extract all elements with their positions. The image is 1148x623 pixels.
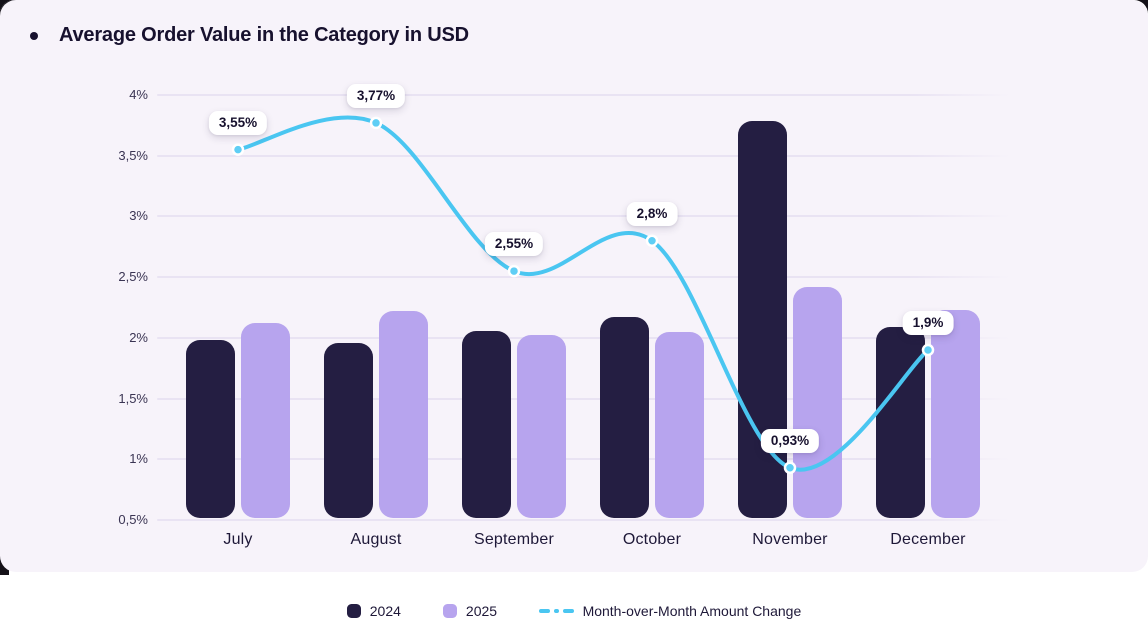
line-value-label-october: 2,8% (626, 201, 678, 226)
plot-area: 4% 3,5% 3% 2,5% 2% 1,5% 1% 0,5% July August Septem… (118, 83, 1010, 548)
y-axis-tick-0,5%: 0,5% (118, 512, 148, 527)
line-value-label-august: 3,77% (346, 83, 406, 108)
title-row: Average Order Value in the Category in U… (30, 24, 469, 47)
line-point-july[interactable] (231, 143, 245, 156)
x-axis-label-august: August (350, 531, 402, 548)
dashed-line-icon (539, 609, 574, 613)
legend-swatch-2025 (442, 604, 457, 618)
bar-2025-december[interactable] (931, 309, 980, 518)
bar-2025-september[interactable] (517, 335, 566, 518)
gridline-2,5% (157, 276, 1010, 279)
bar-2024-november[interactable] (738, 120, 787, 518)
legend-swatch-2024 (346, 604, 361, 618)
gridline-3% (157, 215, 1010, 218)
legend-item-2025[interactable]: 2025 (442, 603, 498, 619)
line-value-label-july: 3,55% (208, 110, 268, 135)
y-axis-tick-1%: 1% (129, 451, 148, 467)
bar-2024-july[interactable] (186, 340, 235, 518)
y-axis-tick-1,5%: 1,5% (118, 390, 148, 406)
bar-2024-august[interactable] (324, 342, 373, 518)
gridline-0,5% (157, 519, 1010, 521)
line-value-label-september: 2,55% (484, 232, 544, 257)
line-point-october[interactable] (645, 234, 659, 247)
gridline-4% (157, 94, 1010, 96)
y-axis-tick-2%: 2% (129, 329, 148, 345)
line-value-label-december: 1,9% (902, 311, 954, 335)
x-axis-label-october: October (622, 531, 682, 548)
legend-label-2024: 2024 (369, 603, 401, 619)
bar-2025-july[interactable] (241, 323, 290, 518)
line-value-label-november: 0,93% (760, 428, 820, 453)
bar-2025-august[interactable] (379, 311, 428, 518)
legend-label-2025: 2025 (465, 603, 498, 619)
legend-item-mom-change[interactable]: Month-over-Month Amount Change (539, 603, 801, 619)
x-axis-label-july: July (223, 531, 253, 548)
chart-card: Average Order Value in the Category in U… (0, 0, 1148, 572)
x-axis-label-september: September (473, 531, 555, 548)
gridline-3,5% (157, 154, 1010, 157)
bar-2024-september[interactable] (462, 330, 511, 518)
x-axis-label-november: November (752, 531, 828, 548)
x-axis-label-december: December (890, 531, 966, 548)
y-axis-tick-3%: 3% (129, 208, 148, 224)
bar-2024-december[interactable] (876, 326, 925, 518)
bullet-icon (30, 31, 38, 40)
bar-2025-november[interactable] (793, 286, 842, 518)
y-axis-tick-2,5%: 2,5% (118, 269, 148, 285)
y-axis-tick-4%: 4% (129, 87, 148, 102)
line-point-september[interactable] (507, 264, 521, 278)
legend-item-2024[interactable]: 2024 (346, 603, 401, 619)
bar-2024-october[interactable] (600, 317, 649, 518)
chart-title: Average Order Value in the Category in U… (59, 24, 469, 46)
legend-label-mom-change: Month-over-Month Amount Change (582, 603, 802, 619)
legend: 2024 2025 Month-over-Month Amount Change (0, 601, 1148, 621)
y-axis-tick-3,5%: 3,5% (118, 147, 148, 163)
line-point-august[interactable] (369, 116, 383, 130)
bar-2025-october[interactable] (655, 331, 704, 518)
